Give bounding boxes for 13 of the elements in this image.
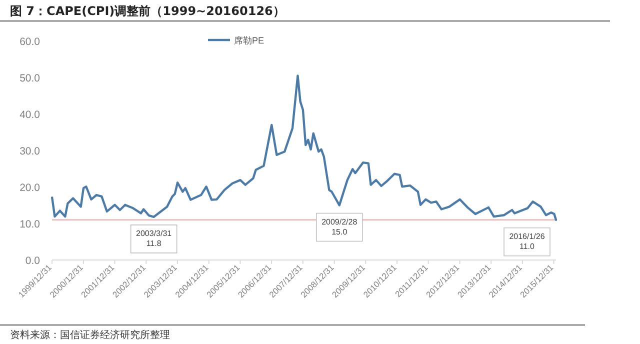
annotation: 2016/1/26 11.0 — [509, 232, 546, 251]
y-tick-label: 10.0 — [20, 218, 40, 230]
legend-label: 席勒PE — [234, 36, 264, 46]
y-tick-label: 20.0 — [20, 182, 40, 194]
chart-title: 图 7：CAPE(CPI)调整前（1999~20160126） — [10, 4, 285, 18]
y-tick-label: 40.0 — [20, 109, 40, 121]
y-tick-label: 50.0 — [20, 72, 40, 84]
text: 资料来源：国信证券经济研究所整理 — [10, 329, 170, 341]
y-tick-label: 0.0 — [25, 255, 40, 267]
annotation: 2009/2/28 15.0 — [322, 217, 358, 236]
y-tick-label: 30.0 — [20, 146, 40, 158]
annotation: 2003/3/31 11.8 — [136, 228, 172, 248]
y-tick-label: 60.0 — [20, 36, 40, 48]
